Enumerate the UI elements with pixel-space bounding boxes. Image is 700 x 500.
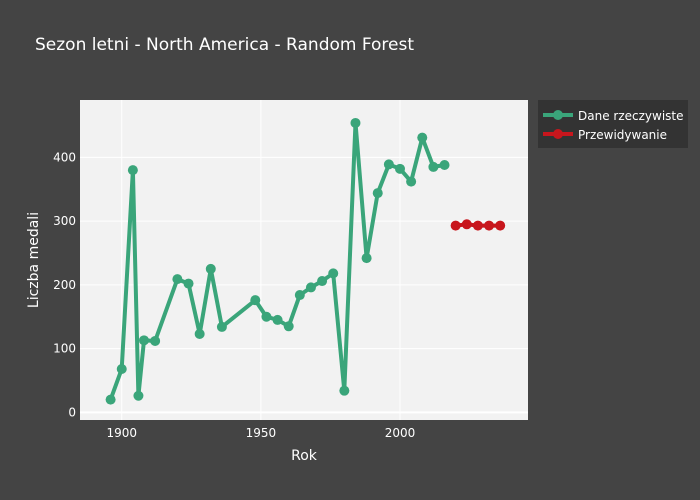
legend-label-forecast: Przewidywanie <box>578 128 667 142</box>
x-tick-label: 2000 <box>385 426 416 440</box>
legend-marker-actual <box>553 110 563 120</box>
y-tick-label: 300 <box>53 214 76 228</box>
grid-lines <box>80 100 528 420</box>
data-point-actual[interactable] <box>395 163 405 174</box>
y-tick-label: 400 <box>53 150 76 164</box>
x-axis-label: Rok <box>291 448 318 464</box>
data-point-actual[interactable] <box>216 321 227 332</box>
data-point-actual[interactable] <box>139 335 149 346</box>
data-point-forecast[interactable] <box>472 220 483 231</box>
data-point-actual[interactable] <box>116 364 127 375</box>
data-point-actual[interactable] <box>183 278 194 289</box>
data-point-actual[interactable] <box>439 160 450 171</box>
legend: Dane rzeczywiste Przewidywanie <box>538 100 688 148</box>
data-point-actual[interactable] <box>261 311 272 322</box>
legend-marker-forecast <box>553 129 563 139</box>
data-point-actual[interactable] <box>305 282 316 293</box>
data-point-actual[interactable] <box>294 290 305 301</box>
data-point-actual[interactable] <box>317 276 328 287</box>
data-point-actual[interactable] <box>205 263 216 274</box>
data-point-actual[interactable] <box>272 314 283 325</box>
data-point-actual[interactable] <box>172 274 183 285</box>
series-layer <box>105 117 506 405</box>
chart-title: Sezon letni - North America - Random For… <box>35 35 414 55</box>
data-point-actual[interactable] <box>339 385 350 396</box>
x-tick-label: 1950 <box>246 426 277 440</box>
legend-item-forecast[interactable]: Przewidywanie <box>543 128 667 142</box>
data-point-actual[interactable] <box>350 117 361 128</box>
data-point-actual[interactable] <box>250 295 261 306</box>
y-tick-label: 100 <box>53 342 76 356</box>
data-point-forecast[interactable] <box>484 220 495 231</box>
data-point-actual[interactable] <box>127 165 138 176</box>
y-tick-label: 200 <box>53 278 76 292</box>
data-point-actual[interactable] <box>383 159 394 170</box>
data-point-actual[interactable] <box>361 253 372 264</box>
data-point-forecast[interactable] <box>495 220 506 231</box>
legend-background <box>538 100 688 148</box>
data-point-actual[interactable] <box>105 394 116 405</box>
tick-labels: 1900 1950 2000 0 100 200 300 400 <box>53 150 415 440</box>
legend-item-actual[interactable]: Dane rzeczywiste <box>543 109 684 123</box>
data-point-actual[interactable] <box>150 335 161 346</box>
data-point-actual[interactable] <box>283 321 294 332</box>
plot-area <box>80 100 528 420</box>
y-axis-label: Liczba medali <box>26 212 42 308</box>
data-point-forecast[interactable] <box>450 220 461 231</box>
data-point-actual[interactable] <box>133 390 144 401</box>
legend-label-actual: Dane rzeczywiste <box>578 109 684 123</box>
data-point-actual[interactable] <box>428 161 439 172</box>
x-tick-label: 1900 <box>106 426 137 440</box>
data-point-actual[interactable] <box>194 328 205 339</box>
data-point-actual[interactable] <box>406 176 417 187</box>
y-tick-label: 0 <box>68 405 76 419</box>
data-point-actual[interactable] <box>417 132 428 143</box>
data-point-actual[interactable] <box>372 188 383 199</box>
data-point-forecast[interactable] <box>461 219 472 230</box>
data-point-actual[interactable] <box>328 268 339 279</box>
